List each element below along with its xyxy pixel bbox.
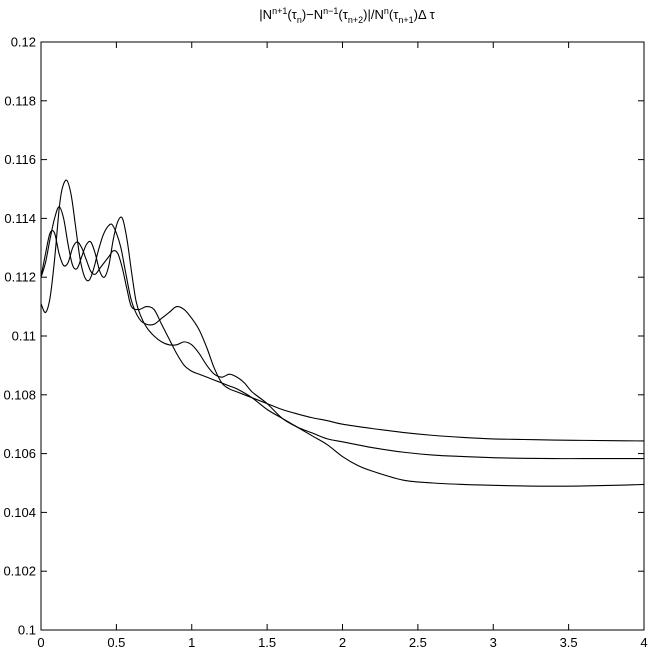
x-tick-label: 2.5 <box>409 635 427 650</box>
chart-title-part: n <box>297 15 302 25</box>
y-tick-label: 0.114 <box>4 211 36 226</box>
y-tick-label: 0.104 <box>3 505 36 520</box>
chart-title-part: )|/N <box>363 7 384 22</box>
x-tick-label: 3 <box>490 635 497 650</box>
y-tick-label: 0.118 <box>4 93 36 108</box>
chart-title-part: (τ <box>287 7 297 22</box>
y-tick-label: 0.108 <box>3 387 36 402</box>
y-axis-tick-labels: 0.1 0.102 0.104 0.106 0.108 0.11 0.112 0.114 0.1… <box>3 35 36 638</box>
chart-title-part: (τ <box>338 7 348 22</box>
series-lines <box>40 179 645 487</box>
x-tick-label: 3.5 <box>560 635 578 650</box>
series-line-2 <box>40 206 644 460</box>
x-tick-label: 2 <box>339 635 346 650</box>
y-tick-label: 0.1 <box>18 623 36 638</box>
chart-title-part: n+2 <box>348 15 363 25</box>
chart-title-part: )−N <box>302 7 323 22</box>
x-tick-label: 0.5 <box>107 635 125 650</box>
chart-title-part: (τ <box>389 7 399 22</box>
chart-title-part: n−1 <box>323 6 338 16</box>
y-tick-label: 0.12 <box>11 35 36 50</box>
chart-title-part: n+1 <box>398 15 413 25</box>
y-tick-label: 0.102 <box>3 564 36 579</box>
y-tick-label: 0.11 <box>12 329 36 344</box>
x-tick-label: 0 <box>37 635 44 650</box>
chart-title-part: |N <box>259 7 272 22</box>
series-line-3 <box>40 229 645 487</box>
y-tick-label: 0.106 <box>3 446 36 461</box>
y-tick-label: 0.116 <box>4 152 36 167</box>
axis-ticks <box>40 41 645 631</box>
series-line-1 <box>40 179 645 442</box>
x-tick-label: 4 <box>640 635 647 650</box>
chart-title: |Nn+1(τn)−Nn−1(τn+2)|/Nn(τn+1)Δ τ <box>259 6 435 25</box>
chart-title-part: )Δ τ <box>414 7 436 22</box>
chart-title-part: n <box>384 6 389 16</box>
x-axis-tick-labels: 0 0.5 1 1.5 2 2.5 3 3.5 4 <box>37 635 647 650</box>
plot-area-frame <box>40 41 645 631</box>
y-tick-label: 0.112 <box>4 270 36 285</box>
x-tick-label: 1 <box>188 635 195 650</box>
x-tick-label: 1.5 <box>258 635 276 650</box>
chart-title-part: n+1 <box>272 6 287 16</box>
